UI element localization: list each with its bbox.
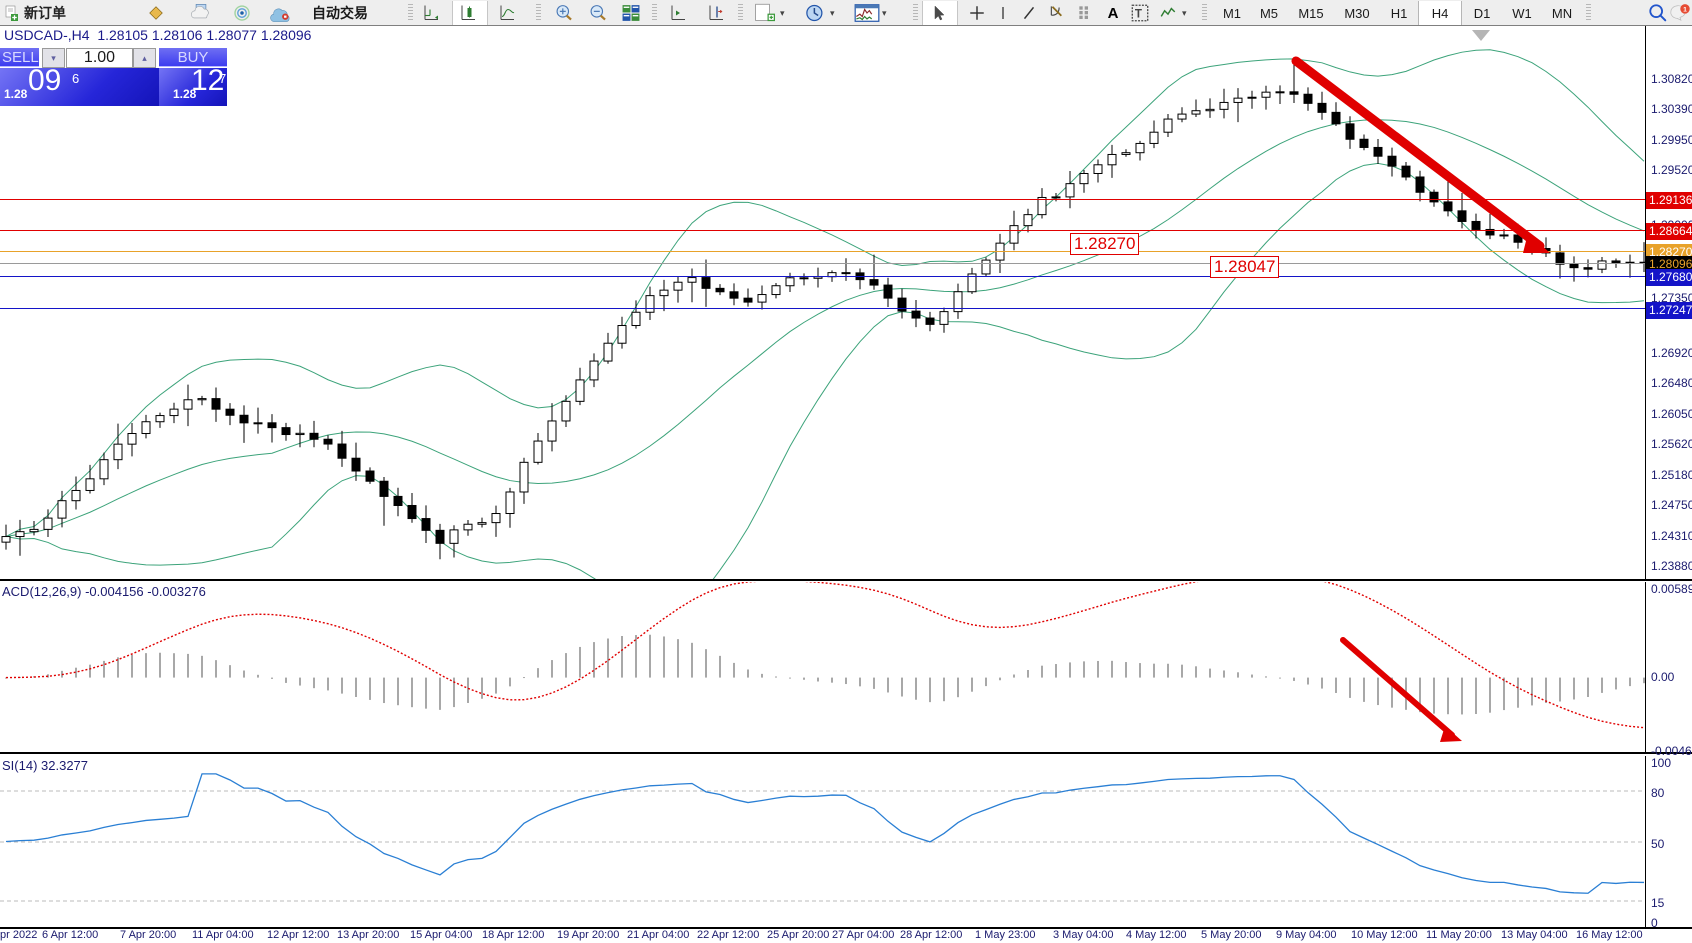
svg-text:T: T (1135, 9, 1142, 21)
svg-text:1: 1 (1683, 6, 1687, 13)
